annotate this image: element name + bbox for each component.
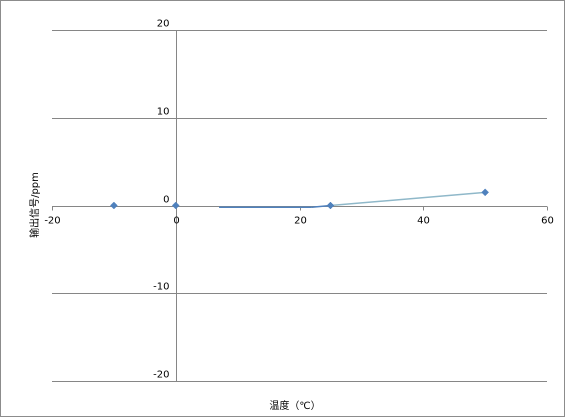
y-tick-label: 20	[157, 19, 170, 30]
x-tick-label: 60	[541, 216, 554, 227]
x-tick-label: 40	[417, 216, 430, 227]
x-tick-label: 20	[294, 216, 307, 227]
data-points	[110, 188, 489, 210]
x-tick-label: -20	[44, 216, 60, 227]
y-tick-label: -10	[153, 282, 169, 293]
x-tick-label: 0	[173, 216, 179, 227]
y-tick-label: 10	[157, 107, 170, 118]
axes	[52, 30, 548, 382]
data-point	[481, 188, 489, 197]
series-line-segment	[330, 191, 486, 207]
data-point	[171, 201, 180, 210]
x-axis-title: 温度（℃）	[269, 399, 320, 412]
y-axis-title: 输出信号/ppm	[28, 172, 41, 238]
y-tick-label: -20	[153, 370, 169, 381]
tick-labels: 20 10 0 -10 -20 -20 0 20 40 60	[44, 19, 554, 381]
gridlines	[52, 30, 547, 382]
data-lines	[219, 191, 486, 209]
data-point	[326, 201, 335, 210]
data-point	[110, 201, 118, 210]
y-tick-label: 0	[163, 195, 169, 206]
